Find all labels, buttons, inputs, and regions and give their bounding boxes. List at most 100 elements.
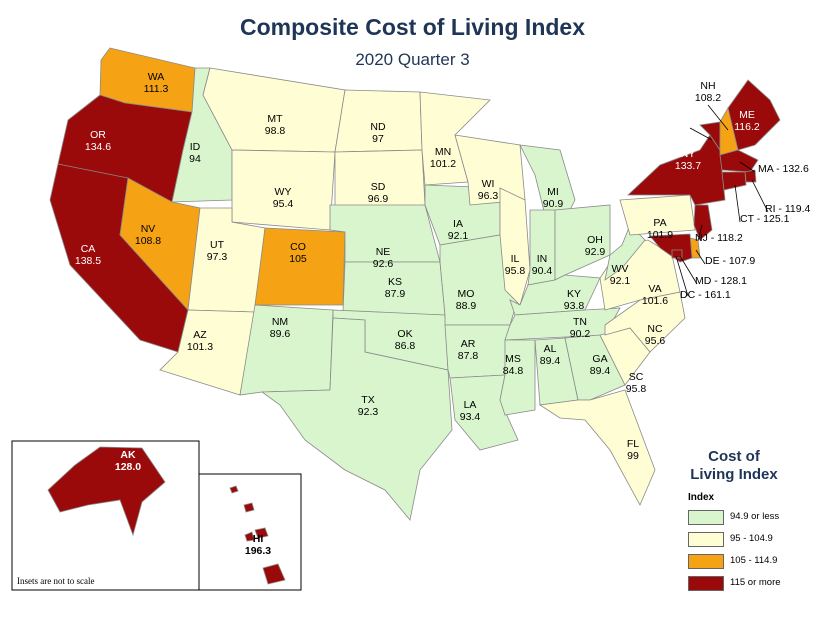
callout-label-dc: DC - 161.1 [680,289,731,301]
state-value-ut: 97.3 [207,251,228,263]
state-abbr-pa: PA [653,217,666,229]
leader-line-dc [675,255,689,297]
state-shapes [47,47,781,585]
state-abbr-ks: KS [388,276,402,288]
state-abbr-ia: IA [453,218,463,230]
state-value-ca: 138.5 [75,255,101,267]
inset-note: Insets are not to scale [17,576,95,586]
state-value-fl: 99 [627,450,639,462]
state-abbr-ms: MS [505,353,521,365]
state-abbr-oh: OH [587,234,603,246]
callout-label-nj: NJ - 118.2 [695,232,743,244]
state-abbr-or: OR [90,129,106,141]
state-wv [604,224,646,281]
leader-line-md [679,255,698,285]
state-hi [254,527,269,539]
state-pa [619,194,696,236]
state-abbr-hi: HI [253,533,264,545]
state-abbr-co: CO [290,241,306,253]
state-hi [229,485,239,494]
callout-label-ri: RI - 119.4 [765,203,810,215]
state-abbr-ar: AR [461,338,476,350]
leader-line-ma [739,161,756,173]
state-value-ms: 84.8 [503,365,524,377]
callout-label-md: MD - 128.1 [695,275,747,287]
state-abbr-mt: MT [267,113,283,125]
state-value-ks: 87.9 [385,288,406,300]
state-abbr-tx: TX [361,394,374,406]
legend-title-line2: Living Index [690,466,778,483]
state-abbr-wa: WA [148,71,165,83]
state-value-tn: 90.2 [570,328,591,340]
hawaii-inset-frame [198,473,302,591]
state-abbr-ky: KY [567,288,581,300]
state-value-mt: 98.8 [265,125,286,137]
state-value-oh: 92.9 [585,246,606,258]
state-value-me: 116.2 [734,121,760,133]
state-il [499,187,531,306]
state-abbr-ca: CA [81,243,96,255]
state-value-mn: 101.2 [430,158,456,170]
state-value-wi: 96.3 [478,190,499,202]
legend-swatch [688,510,724,525]
legend-heading: Index [688,492,715,503]
state-value-nv: 108.8 [135,235,161,247]
state-value-mi: 90.9 [543,198,564,210]
state-abbr-id: ID [190,141,201,153]
state-value-pa: 101.9 [647,229,673,241]
state-ms [499,339,536,416]
state-value-ky: 93.8 [564,300,585,312]
state-abbr-fl: FL [627,438,639,450]
state-ga [564,334,626,401]
map-subtitle: 2020 Quarter 3 [355,50,470,69]
state-value-mo: 88.9 [456,300,477,312]
state-abbr-ne: NE [376,246,391,258]
state-value-il: 95.8 [505,265,526,277]
legend-title-line1: Cost of [708,448,760,465]
state-tx [260,317,453,521]
state-co [254,227,346,306]
state-nj [693,204,713,241]
legend-swatch [688,576,724,591]
state-value-in: 90.4 [532,265,553,277]
state-oh [554,204,611,281]
state-abbr-wi: WI [482,178,495,190]
state-abbr-wv: WV [612,263,629,275]
state-value-or: 134.6 [85,141,111,153]
state-value-ne: 92.6 [373,258,394,270]
map-title: Composite Cost of Living Index [239,14,585,40]
leader-line-ct [734,184,741,223]
legend-swatch [688,554,724,569]
leader-line-ri [751,179,769,213]
state-abbr-ok: OK [397,328,412,340]
leader-line-nj [697,224,703,242]
state-abbr-nm: NM [272,316,288,328]
state-value-hi: 196.3 [245,545,271,557]
state-abbr-ga: GA [592,353,607,365]
state-value-va: 101.6 [642,295,668,307]
state-abbr-la: LA [464,399,477,411]
state-abbr-ut: UT [210,239,225,251]
state-abbr-mo: MO [458,288,475,300]
leader-line-nh [707,104,729,131]
legend-label: 115 or more [730,577,781,588]
state-value-az: 101.3 [187,341,213,353]
state-value-tx: 92.3 [358,406,379,418]
state-abbr-tn: TN [573,316,587,328]
state-value-ny: 133.7 [675,160,701,172]
state-value-nm: 89.6 [270,328,291,340]
state-value-wa: 111.3 [144,83,169,95]
callout-label-ma: MA - 132.6 [758,163,809,175]
state-value-sc: 95.8 [626,383,647,395]
state-ct [721,171,747,191]
state-hi [244,531,255,542]
state-abbr-mi: MI [547,186,559,198]
state-value-vt: 116 [657,134,674,146]
state-abbr-ak: AK [120,449,136,461]
state-dc [671,249,683,259]
state-abbr-ny: NY [681,148,696,160]
state-abbr-az: AZ [193,329,207,341]
state-abbr-nv: NV [141,223,156,235]
callout-label-ct: CT - 125.1 [740,213,790,225]
